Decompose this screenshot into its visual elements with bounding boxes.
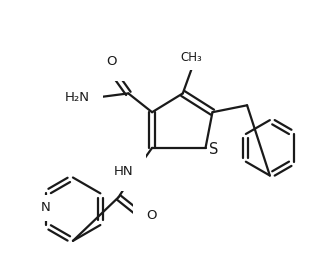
Text: CH₃: CH₃ [181, 51, 203, 64]
Text: N: N [41, 201, 50, 214]
Text: O: O [146, 209, 157, 221]
Text: HN: HN [114, 165, 133, 178]
Text: O: O [106, 55, 117, 68]
Text: H₂N: H₂N [65, 91, 90, 104]
Text: S: S [210, 142, 219, 157]
